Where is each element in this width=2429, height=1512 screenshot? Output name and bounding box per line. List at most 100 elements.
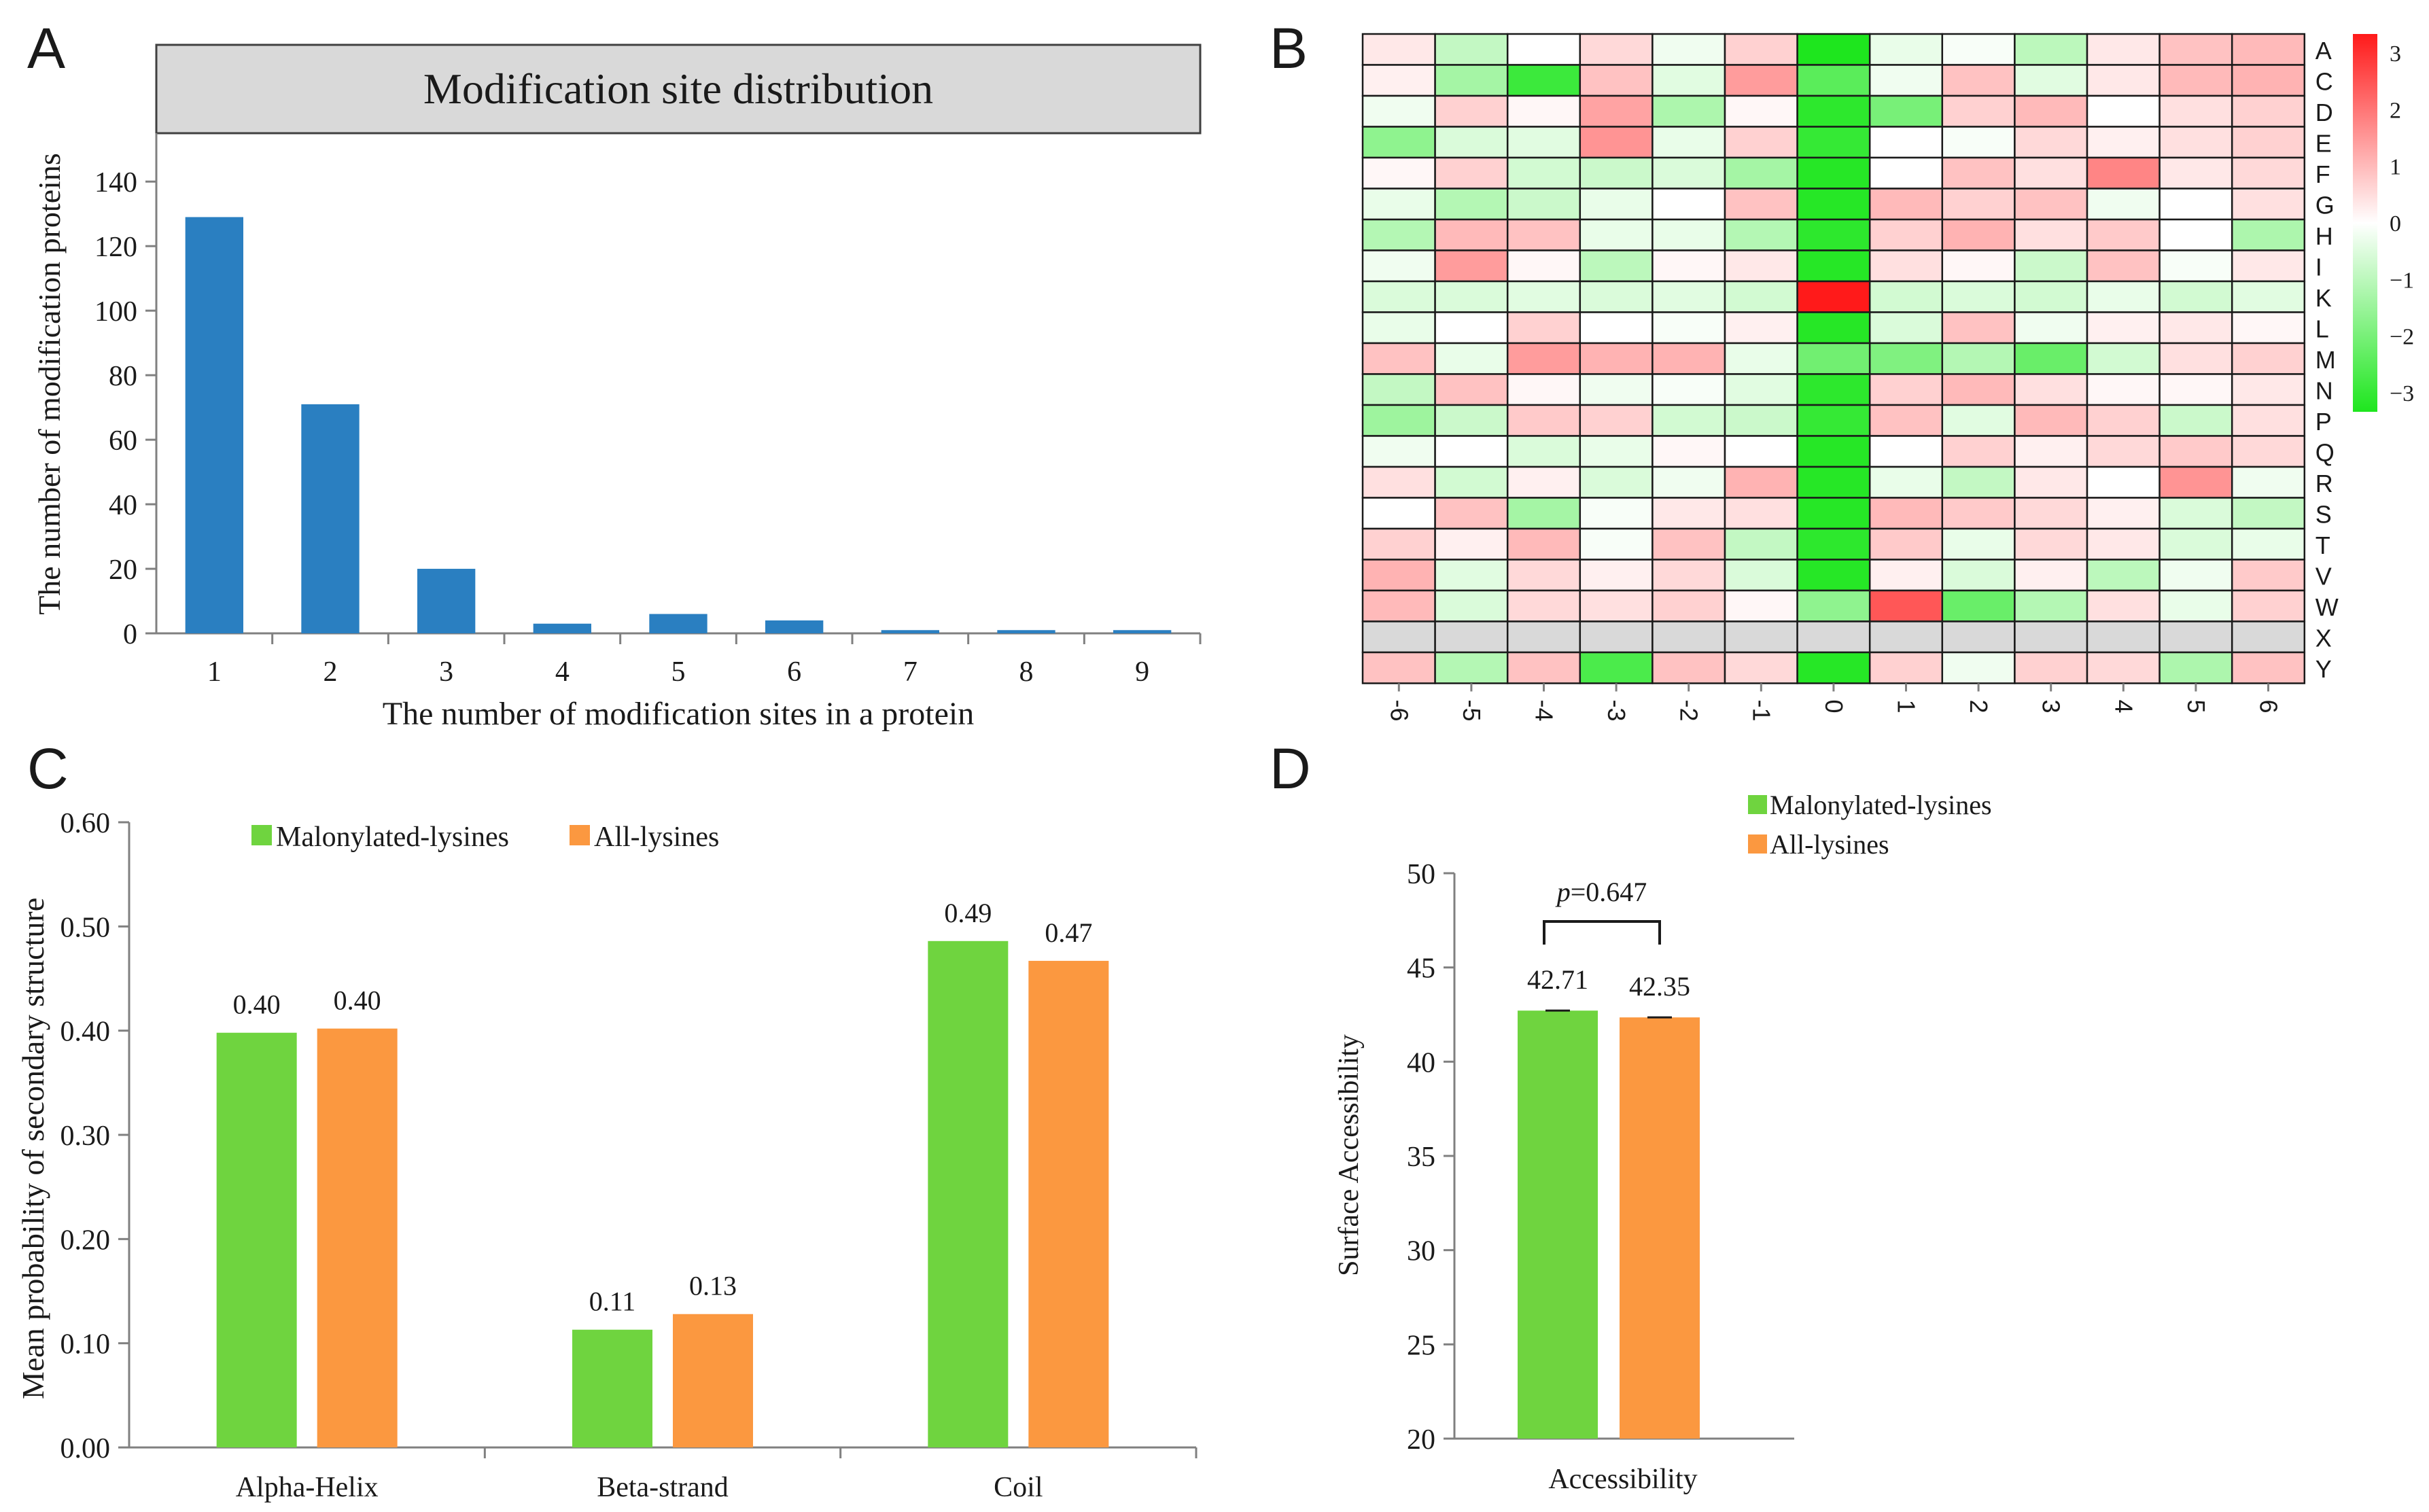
panel-b-heatmap-cell	[1506, 651, 1582, 684]
panel-b-heatmap-cell	[1434, 64, 1509, 97]
panel-b-heatmap-cell	[1361, 280, 1436, 313]
panel-b-heatmap-cell	[1796, 342, 1871, 375]
panel-d-y-tick-label: 30	[1407, 1236, 1435, 1267]
panel-c-data-label: 0.11	[589, 1286, 636, 1317]
panel-c-legend-label-malonylated: Malonylated-lysines	[276, 822, 509, 853]
panel-b-heatmap-cell	[1796, 589, 1871, 622]
panel-b-column-label: 4	[2110, 700, 2137, 714]
panel-b-heatmap-cell	[1506, 373, 1582, 406]
panel-letter-b: B	[1270, 16, 1308, 80]
panel-d-y-axis-title: Surface Accessibility	[1333, 1034, 1365, 1276]
panel-b-heatmap-cell	[2086, 94, 2161, 128]
panel-c-bar	[216, 1032, 297, 1447]
panel-b-heatmap-cell	[1652, 435, 1726, 468]
panel-d-significance-bracket	[1543, 920, 1661, 945]
panel-b-heatmap-cell	[1796, 651, 1871, 684]
panel-b-heatmap-cell	[1724, 497, 1798, 530]
panel-b-heatmap-cell	[2086, 311, 2161, 345]
panel-b-row-label: A	[2316, 37, 2332, 65]
panel-b-heatmap-cell	[1724, 342, 1798, 375]
panel-b-heatmap-cell	[2014, 342, 2089, 375]
panel-b-colorbar-tick-label: −1	[2390, 268, 2414, 293]
panel-b-row-label: G	[2316, 191, 2335, 219]
panel-b-heatmap-cell	[1868, 373, 1944, 406]
panel-b-heatmap-cell	[1941, 156, 2016, 190]
panel-b-heatmap-cell	[2159, 188, 2233, 221]
panel-b-heatmap-cell	[1434, 156, 1509, 190]
panel-b-heatmap-cell	[1868, 311, 1944, 345]
panel-b-heatmap-cell	[1724, 126, 1798, 159]
panel-b-row-label: N	[2316, 376, 2333, 404]
panel-b-heatmap-cell	[1724, 404, 1798, 437]
panel-c-y-tick-label: 0.20	[60, 1225, 111, 1256]
panel-d-legend-label-malonylated: Malonylated-lysines	[1770, 790, 1992, 820]
panel-b-heatmap-cell	[1941, 94, 2016, 128]
panel-b-heatmap-cell	[2159, 249, 2233, 283]
panel-b-heatmap-cell	[2231, 188, 2306, 221]
panel-b-column-label: -4	[1531, 700, 1558, 722]
panel-c-y-tick-label: 0.60	[60, 808, 111, 839]
panel-a-bar	[301, 404, 360, 633]
panel-b-heatmap-cell	[1506, 527, 1582, 561]
panel-b-heatmap-cell	[2086, 465, 2161, 499]
panel-b-heatmap-cell	[1941, 342, 2016, 375]
panel-b-heatmap-cell	[1506, 311, 1582, 345]
panel-a-y-tick-label: 140	[94, 167, 137, 198]
panel-b-heatmap-cell	[1579, 188, 1654, 221]
panel-b-heatmap-cell	[1361, 64, 1436, 97]
panel-b-heatmap-cell	[1361, 620, 1436, 654]
panel-b-heatmap-cell	[1941, 465, 2016, 499]
panel-b-row-label: Y	[2316, 655, 2332, 683]
panel-b-heatmap-cell	[1941, 126, 2016, 159]
panel-c-bar	[1028, 960, 1109, 1447]
panel-b-column-label: 2	[1965, 700, 1993, 714]
panel-a-bar	[185, 217, 243, 633]
panel-b-heatmap-cell	[1868, 33, 1944, 66]
panel-b-heatmap-cell	[2159, 342, 2233, 375]
panel-b-heatmap-cell	[1579, 249, 1654, 283]
panel-b-heatmap-cell	[2086, 404, 2161, 437]
panel-b-heatmap-cell	[1434, 311, 1509, 345]
panel-b-heatmap-cell	[1579, 342, 1654, 375]
panel-b-heatmap-cell	[2231, 64, 2306, 97]
panel-b-heatmap-cell	[2086, 249, 2161, 283]
panel-b-heatmap-cell	[2231, 620, 2306, 654]
panel-b-heatmap-cell	[1579, 589, 1654, 622]
panel-b-heatmap-cell	[1506, 280, 1582, 313]
panel-b-heatmap-cell	[1434, 497, 1509, 530]
panel-b-heatmap-cell	[1868, 156, 1944, 190]
panel-b-heatmap-cell	[2231, 559, 2306, 592]
panel-b-heatmap-cell	[2231, 218, 2306, 251]
panel-a-bar	[881, 630, 939, 633]
panel-d-legend-label-all: All-lysines	[1770, 829, 1889, 860]
panel-c-y-tick-label: 0.10	[60, 1329, 111, 1360]
panel-b-heatmap-cell	[2086, 497, 2161, 530]
panel-b-colorbar	[2353, 34, 2377, 412]
panel-b-column-label: -6	[1385, 700, 1413, 722]
panel-c-y-tick-label: 0.40	[60, 1017, 111, 1048]
panel-letter-a: A	[27, 16, 65, 80]
panel-a-x-tick-label: 3	[439, 656, 453, 688]
panel-b-heatmap-cell	[2014, 311, 2089, 345]
panel-b-heatmap-cell	[1652, 280, 1726, 313]
panel-b-row-label: K	[2316, 284, 2332, 312]
panel-b-heatmap-cell	[2014, 620, 2089, 654]
panel-b-heatmap-cell	[1652, 465, 1726, 499]
panel-b-heatmap-cell	[1652, 404, 1726, 437]
panel-b-heatmap-cell	[1796, 64, 1871, 97]
panel-b-colorbar-tick-label: 1	[2390, 155, 2401, 180]
panel-c-legend-swatch-malonylated	[251, 825, 272, 845]
panel-d-p-number: =0.647	[1571, 877, 1647, 907]
panel-b-heatmap-cell	[2014, 280, 2089, 313]
panel-a-x-tick-label: 2	[324, 656, 338, 688]
panel-c-data-label: 0.13	[689, 1271, 737, 1301]
panel-b-heatmap-cell	[2159, 126, 2233, 159]
panel-b-heatmap-cell	[1652, 218, 1726, 251]
panel-b-heatmap-cell	[1506, 435, 1582, 468]
panel-c-x-tick-label: Coil	[994, 1472, 1043, 1503]
panel-b-heatmap-cell	[2231, 465, 2306, 499]
panel-b-heatmap-cell	[1724, 64, 1798, 97]
panel-b-heatmap-cell	[1941, 651, 2016, 684]
panel-b-heatmap-cell	[1434, 280, 1509, 313]
panel-c-data-label: 0.49	[944, 898, 992, 928]
